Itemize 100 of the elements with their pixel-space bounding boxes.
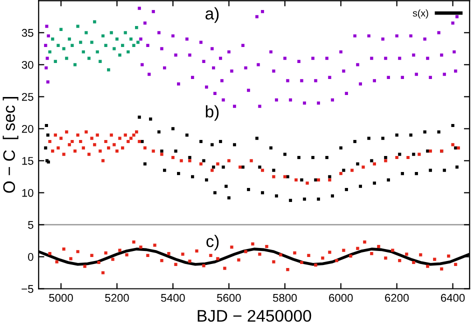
point <box>377 244 380 248</box>
point <box>118 54 122 57</box>
y-tick-label: 25 <box>22 92 34 101</box>
point <box>433 258 436 261</box>
point <box>328 250 332 254</box>
point <box>135 26 138 30</box>
point <box>93 20 96 24</box>
point <box>112 47 116 50</box>
y-tick-label: 10 <box>22 188 34 197</box>
point <box>321 256 324 260</box>
point <box>115 38 119 41</box>
point <box>87 56 91 60</box>
point <box>97 260 100 264</box>
y-tick-label: 20 <box>22 124 34 133</box>
point <box>195 249 198 253</box>
point <box>307 254 310 258</box>
point <box>349 254 352 258</box>
x-tick-label: 5200 <box>105 294 129 302</box>
point <box>62 47 66 50</box>
point <box>370 252 374 256</box>
point <box>111 258 114 261</box>
point <box>286 268 290 272</box>
point <box>124 31 127 34</box>
point <box>82 50 85 54</box>
point <box>56 44 60 48</box>
annotation: a) <box>206 7 219 23</box>
point <box>139 246 142 249</box>
point <box>251 242 254 246</box>
point <box>76 24 80 28</box>
point <box>107 68 110 72</box>
y-tick-label: 5 <box>28 221 34 229</box>
point <box>237 258 240 262</box>
point <box>101 34 105 38</box>
annotation: b) <box>206 105 219 121</box>
point <box>55 260 58 264</box>
point <box>104 44 108 48</box>
point <box>136 40 140 44</box>
point <box>126 50 130 54</box>
point <box>419 253 422 256</box>
point <box>272 260 276 264</box>
x-tick-label: 5000 <box>49 294 73 302</box>
point <box>96 50 99 54</box>
point <box>84 31 88 34</box>
point <box>153 244 156 247</box>
point <box>188 260 192 263</box>
x-tick-label: 5600 <box>217 294 241 302</box>
point <box>335 259 338 262</box>
point <box>209 254 212 258</box>
point <box>356 246 360 250</box>
x-tick-label: 5400 <box>161 294 185 302</box>
point <box>223 266 226 270</box>
point <box>62 248 66 251</box>
point <box>412 260 416 264</box>
point <box>174 262 178 266</box>
point <box>83 264 86 268</box>
point <box>73 63 77 66</box>
point <box>244 250 248 254</box>
y-tick-label: 15 <box>22 157 34 165</box>
point <box>181 252 184 256</box>
point <box>405 252 408 256</box>
point <box>391 248 394 252</box>
point <box>98 60 102 64</box>
point <box>90 40 94 44</box>
x-tick-label: 6200 <box>385 294 409 302</box>
point <box>132 240 136 244</box>
point <box>125 253 128 256</box>
point <box>51 38 54 41</box>
point <box>54 60 57 64</box>
point <box>160 259 164 262</box>
x-tick-label: 6000 <box>329 294 353 302</box>
point <box>440 267 444 270</box>
point <box>101 271 105 274</box>
point <box>69 257 72 260</box>
point <box>363 240 366 244</box>
y-axis-title: O − C [ sec ] <box>2 97 18 193</box>
point <box>265 244 268 248</box>
point <box>65 56 68 60</box>
point <box>129 38 133 41</box>
point <box>132 44 136 48</box>
point <box>70 44 74 48</box>
point <box>167 252 170 256</box>
y-tick-label: 30 <box>22 60 34 69</box>
point <box>279 253 282 256</box>
y-tick-label: 35 <box>22 28 34 37</box>
point <box>90 254 94 258</box>
legend-label: s(x) <box>412 9 428 18</box>
x-tick-label: 6400 <box>441 294 465 302</box>
point <box>118 248 122 252</box>
point <box>146 254 150 258</box>
point <box>48 252 52 256</box>
point <box>59 28 63 32</box>
y-tick-label: −5 <box>22 285 34 293</box>
point <box>398 259 402 262</box>
point <box>68 38 71 41</box>
point <box>293 251 296 254</box>
x-tick-label: 5800 <box>272 294 297 302</box>
point <box>230 246 234 249</box>
x-axis-title: BJD − 2450000 <box>198 310 312 322</box>
point <box>121 44 124 48</box>
point <box>76 250 80 254</box>
